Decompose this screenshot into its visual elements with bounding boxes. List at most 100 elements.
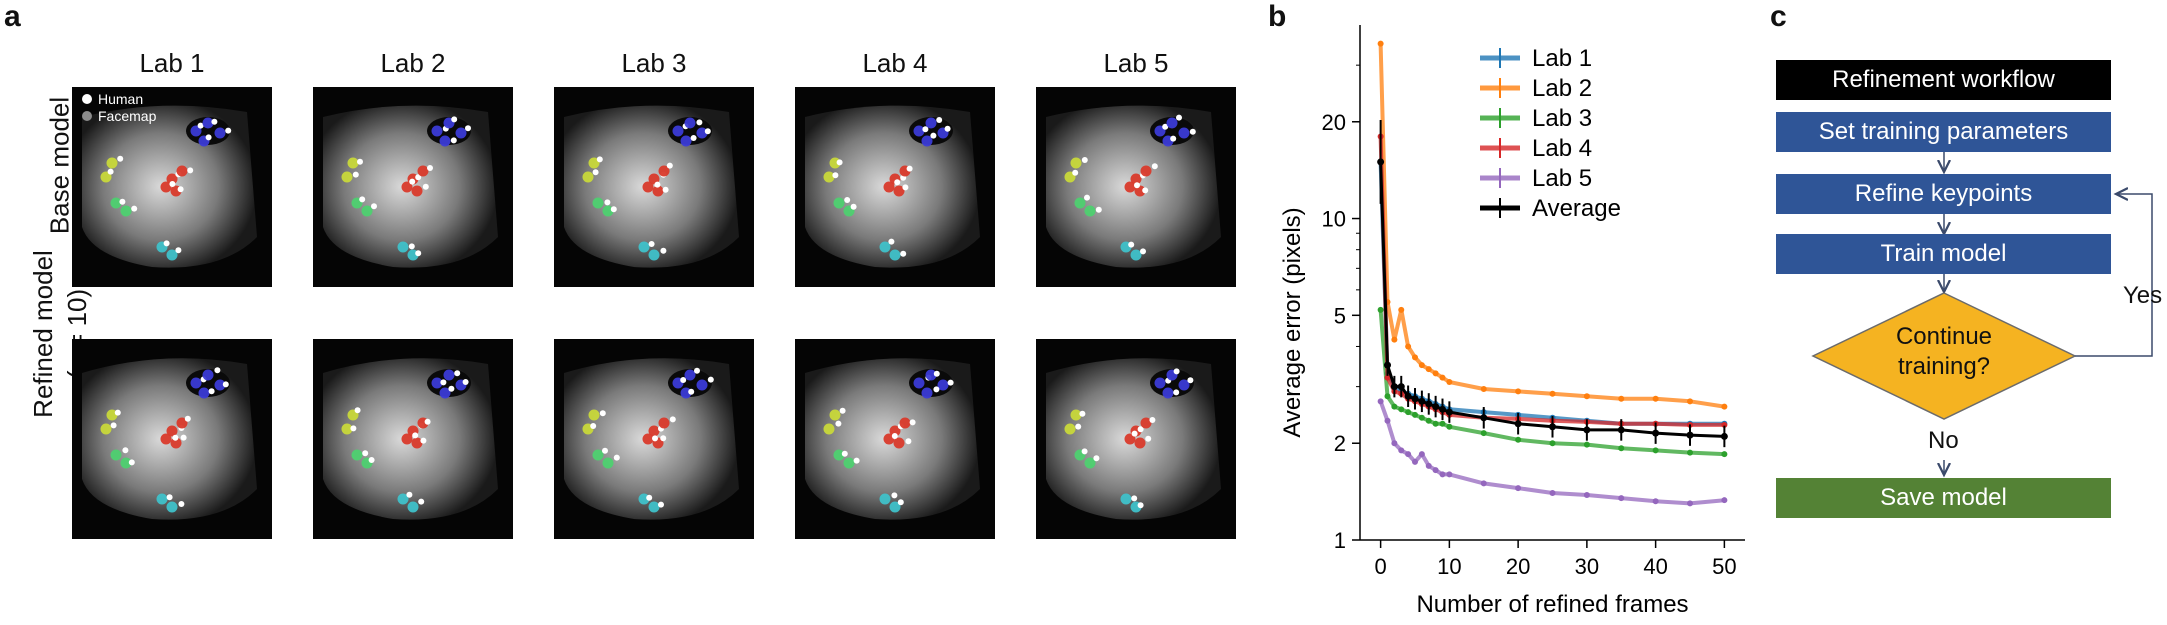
data-point-lab-3 bbox=[1425, 417, 1432, 424]
data-point-lab-3 bbox=[1652, 447, 1659, 454]
data-point-lab-5 bbox=[1398, 447, 1405, 454]
data-point-average bbox=[1397, 383, 1405, 391]
data-point-lab-2 bbox=[1446, 379, 1453, 386]
data-point-lab-2 bbox=[1583, 393, 1590, 400]
data-point-lab-2 bbox=[1721, 403, 1728, 410]
data-point-lab-2 bbox=[1377, 40, 1384, 47]
data-point-average bbox=[1390, 383, 1398, 391]
data-point-lab-5 bbox=[1425, 462, 1432, 469]
data-point-average bbox=[1425, 400, 1433, 408]
lab-title-4: Lab 4 bbox=[862, 48, 928, 78]
panel-c-letter: c bbox=[1770, 0, 1787, 33]
yes-loop-arrow bbox=[2075, 194, 2153, 357]
x-tick-label: 10 bbox=[1437, 554, 1461, 579]
data-point-average bbox=[1514, 420, 1522, 428]
legend-label: Average bbox=[1532, 195, 1621, 222]
y-tick-label: 1 bbox=[1334, 528, 1346, 553]
y-axis-label: Average error (pixels) bbox=[1279, 207, 1306, 437]
workflow-title-box: Refinement workflow bbox=[1776, 60, 2111, 100]
data-point-average bbox=[1439, 405, 1446, 413]
data-point-average bbox=[1445, 408, 1453, 416]
facemap-marker-icon bbox=[82, 110, 92, 121]
human-marker-icon bbox=[82, 93, 92, 104]
data-point-lab-5 bbox=[1687, 500, 1693, 507]
data-point-average bbox=[1377, 158, 1385, 166]
refined-image-lab-3 bbox=[554, 339, 754, 539]
data-point-lab-5 bbox=[1583, 492, 1590, 499]
data-point-average bbox=[1549, 423, 1556, 431]
data-point-lab-3 bbox=[1687, 449, 1693, 456]
lab-title-3: Lab 3 bbox=[621, 48, 687, 78]
data-point-lab-5 bbox=[1405, 451, 1412, 458]
data-point-lab-3 bbox=[1384, 393, 1391, 400]
data-point-lab-5 bbox=[1412, 458, 1418, 465]
refined-image-lab-1 bbox=[72, 339, 272, 539]
data-point-lab-2 bbox=[1391, 336, 1398, 343]
data-point-lab-3 bbox=[1432, 420, 1439, 427]
data-point-lab-5 bbox=[1377, 398, 1384, 405]
data-point-lab-3 bbox=[1405, 409, 1412, 416]
data-point-lab-2 bbox=[1398, 306, 1405, 313]
data-point-lab-2 bbox=[1480, 385, 1487, 392]
data-point-average bbox=[1384, 361, 1391, 369]
data-point-average bbox=[1404, 392, 1412, 400]
legend-label: Lab 2 bbox=[1532, 75, 1592, 102]
data-point-lab-3 bbox=[1549, 440, 1556, 447]
legend-facemap-label: Facemap bbox=[98, 107, 157, 124]
data-point-lab-5 bbox=[1391, 440, 1398, 447]
lab-title-5: Lab 5 bbox=[1103, 48, 1169, 78]
data-point-lab-2 bbox=[1418, 362, 1425, 369]
lab-title-2: Lab 2 bbox=[380, 48, 446, 78]
data-point-lab-3 bbox=[1446, 423, 1453, 430]
base-image-lab-4 bbox=[795, 87, 995, 287]
x-tick-label: 20 bbox=[1506, 554, 1530, 579]
x-tick-label: 30 bbox=[1575, 554, 1599, 579]
base-image-lab-2 bbox=[313, 87, 513, 287]
x-tick-label: 50 bbox=[1712, 554, 1736, 579]
data-point-lab-2 bbox=[1432, 370, 1439, 377]
data-point-lab-3 bbox=[1418, 414, 1425, 421]
data-point-lab-2 bbox=[1412, 354, 1418, 361]
data-point-average bbox=[1432, 403, 1440, 411]
data-point-lab-4 bbox=[1721, 421, 1728, 428]
data-point-lab-3 bbox=[1412, 411, 1418, 418]
data-point-average bbox=[1686, 431, 1694, 439]
data-point-lab-3 bbox=[1515, 436, 1522, 443]
data-point-lab-5 bbox=[1446, 471, 1453, 478]
y-tick-label: 20 bbox=[1322, 110, 1346, 135]
legend-label: Lab 5 bbox=[1532, 165, 1592, 192]
data-point-lab-5 bbox=[1618, 495, 1625, 502]
refined-image-lab-5 bbox=[1036, 339, 1236, 539]
data-point-lab-2 bbox=[1652, 395, 1659, 402]
panel-b-letter: b bbox=[1268, 0, 1287, 33]
data-point-average bbox=[1617, 426, 1625, 434]
base-image-lab-3 bbox=[554, 87, 754, 287]
decision-diamond bbox=[1811, 292, 2077, 420]
x-tick-label: 40 bbox=[1643, 554, 1667, 579]
data-point-lab-3 bbox=[1439, 420, 1446, 427]
x-tick-label: 0 bbox=[1375, 554, 1387, 579]
data-point-lab-3 bbox=[1398, 406, 1405, 413]
legend-label: Lab 1 bbox=[1532, 45, 1592, 72]
data-point-lab-3 bbox=[1618, 445, 1625, 452]
data-point-lab-2 bbox=[1687, 398, 1693, 405]
base-image-lab-5 bbox=[1036, 87, 1236, 287]
data-point-lab-3 bbox=[1583, 441, 1590, 448]
data-point-lab-5 bbox=[1721, 497, 1728, 504]
data-point-lab-2 bbox=[1618, 395, 1625, 402]
continue-training-label: Continue training? bbox=[1895, 323, 1993, 380]
set-training-parameters-box: Set training parameters bbox=[1776, 112, 2111, 152]
train-model-box: Train model bbox=[1776, 234, 2111, 274]
data-point-lab-3 bbox=[1721, 451, 1728, 458]
data-point-average bbox=[1480, 414, 1488, 422]
legend-human-label: Human bbox=[98, 90, 144, 107]
data-point-lab-5 bbox=[1549, 490, 1556, 497]
data-point-lab-5 bbox=[1480, 480, 1487, 487]
y-tick-label: 2 bbox=[1334, 431, 1346, 456]
data-point-lab-3 bbox=[1391, 403, 1398, 410]
legend-label: Lab 4 bbox=[1532, 135, 1592, 162]
data-point-average bbox=[1583, 426, 1591, 434]
data-point-lab-2 bbox=[1515, 388, 1522, 395]
refined-image-lab-4 bbox=[795, 339, 995, 539]
